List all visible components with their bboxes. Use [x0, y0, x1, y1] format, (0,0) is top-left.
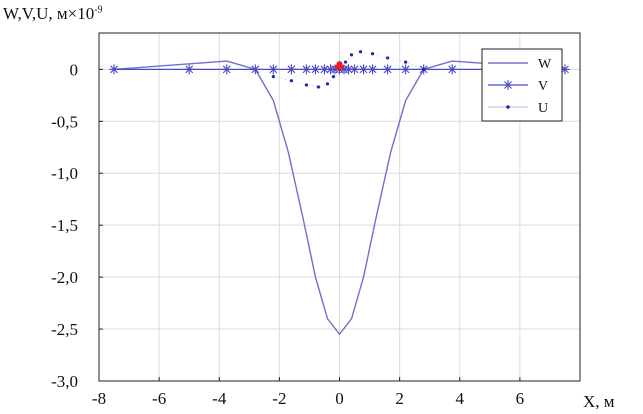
y-tick-label: 0 — [70, 60, 79, 79]
y-tick-label: -0,5 — [51, 112, 78, 131]
y-tick-label: -1,0 — [51, 164, 78, 183]
x-tick-label: -6 — [152, 389, 166, 408]
series-v-point — [400, 64, 411, 75]
series-v-point — [382, 64, 393, 75]
series-w-line — [113, 60, 566, 336]
legend-label: V — [538, 79, 548, 94]
x-tick-label: 6 — [516, 389, 525, 408]
legend-swatch-v-star — [503, 80, 513, 90]
series-u-point — [386, 56, 390, 60]
series-u-point — [304, 83, 309, 87]
y-tick-label: -2,0 — [51, 268, 78, 287]
series-v-point — [367, 64, 378, 75]
series-u-line — [273, 51, 424, 88]
y-tick-label: -1,5 — [51, 216, 78, 235]
x-tick-label: -8 — [92, 389, 106, 408]
y-axis-label-main: W,V,U, м×10 — [3, 4, 95, 23]
series-v-point — [358, 64, 369, 75]
legend-swatch-u-dot — [506, 105, 510, 109]
series-u-point — [370, 52, 375, 56]
series-u-point — [349, 53, 354, 57]
series-v-point — [301, 64, 312, 75]
series-u-point — [404, 60, 408, 64]
x-tick-label: -2 — [272, 389, 286, 408]
x-tick-label: 2 — [395, 389, 404, 408]
series-v-point — [310, 64, 321, 75]
series-u-point — [343, 60, 348, 64]
series-u-point — [271, 75, 275, 79]
legend: WVU — [481, 48, 563, 122]
tick-labels: -8 -6 -4 -2 0 2 4 6 0 -0,5 -1,0 -1,5 -2,0 -2,5 -3,0 — [51, 60, 524, 408]
legend-item-v: V — [488, 79, 548, 94]
series-u-point — [422, 67, 426, 71]
legend-label: U — [538, 101, 548, 116]
series-v-point — [286, 64, 297, 75]
series-v-point — [184, 64, 195, 75]
series-u-point — [289, 79, 293, 83]
legend-item-w: W — [488, 57, 552, 72]
series-u-point — [325, 82, 330, 86]
series-v-point — [447, 64, 458, 75]
series-u-point — [331, 75, 336, 79]
y-tick-label: -3,0 — [51, 372, 78, 391]
x-tick-label: 4 — [456, 389, 465, 408]
series-v-point — [250, 64, 261, 75]
origin-marker — [338, 64, 345, 71]
series-u-point — [316, 85, 321, 89]
legend-item-u: U — [488, 101, 548, 116]
series-v-point — [268, 64, 279, 75]
series-v-point — [559, 64, 570, 75]
x-tick-label: 0 — [335, 389, 344, 408]
series-v-point — [109, 64, 120, 75]
series-u-point — [358, 50, 363, 54]
x-axis-label: X, м — [583, 392, 615, 411]
y-axis-label: W,V,U, м×10-9 — [3, 4, 103, 24]
y-tick-label: -2,5 — [51, 320, 78, 339]
x-tick-label: -4 — [212, 389, 227, 408]
y-axis-label-exponent: -9 — [94, 4, 103, 16]
series-v-point — [221, 64, 232, 75]
plot-frame — [98, 32, 581, 382]
legend-label: W — [538, 57, 552, 72]
series-v-point — [349, 64, 360, 75]
